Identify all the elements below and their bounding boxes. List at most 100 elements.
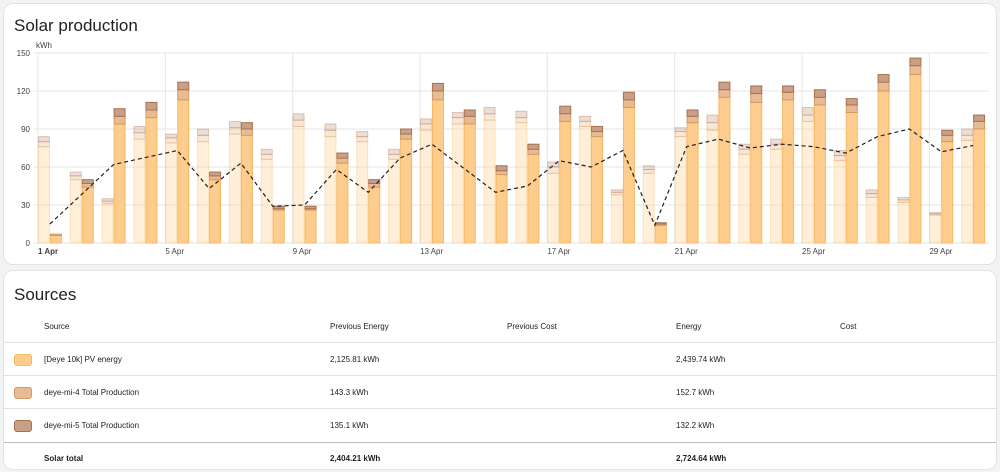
y-tick-label: 150 bbox=[17, 49, 31, 58]
current-period-bar bbox=[845, 104, 858, 114]
previous-period-bar bbox=[388, 148, 401, 155]
current-period-bar bbox=[400, 138, 413, 244]
previous-period-bar bbox=[897, 196, 910, 201]
current-period-bar bbox=[782, 99, 795, 244]
y-tick-label: 90 bbox=[21, 125, 30, 134]
previous-period-bar bbox=[706, 129, 719, 244]
current-period-bar bbox=[49, 234, 62, 244]
current-period-bar bbox=[750, 101, 763, 244]
current-period-bar bbox=[686, 109, 699, 117]
previous-period-bar bbox=[579, 120, 592, 127]
previous-period-bar bbox=[929, 212, 942, 215]
current-period-bar bbox=[177, 89, 190, 101]
previous-period-bar bbox=[738, 148, 751, 155]
previous-period-bar bbox=[770, 138, 783, 145]
current-period-bar bbox=[527, 143, 540, 150]
column-header-cost[interactable]: Cost bbox=[840, 322, 857, 331]
previous-period-bar bbox=[610, 194, 623, 244]
current-period-bar bbox=[941, 129, 954, 136]
previous-period-bar bbox=[610, 191, 623, 196]
source-name: deye-mi-5 Total Production bbox=[44, 421, 140, 430]
previous-period-bar bbox=[419, 118, 432, 125]
series-color-swatch bbox=[14, 420, 32, 432]
table-row[interactable]: deye-mi-4 Total Production 143.3 kWh 152… bbox=[4, 377, 996, 409]
previous-period-bar bbox=[69, 175, 82, 181]
previous-period-bar bbox=[133, 125, 146, 134]
previous-period-bar bbox=[356, 131, 369, 138]
current-period-bar bbox=[750, 85, 763, 95]
previous-period-bar bbox=[228, 120, 241, 129]
energy-value: 2,439.74 kWh bbox=[676, 355, 726, 364]
previous-period-bar bbox=[133, 138, 146, 244]
previous-period-bar bbox=[547, 172, 560, 244]
current-period-bar bbox=[973, 128, 986, 244]
current-period-bar bbox=[113, 108, 126, 117]
previous-period-bar bbox=[547, 161, 560, 168]
current-period-bar bbox=[941, 134, 954, 143]
current-period-bar bbox=[368, 186, 381, 244]
previous-period-bar bbox=[515, 110, 528, 119]
column-header-source[interactable]: Source bbox=[44, 322, 70, 331]
previous-period-bar bbox=[451, 112, 464, 119]
table-row[interactable]: [Deye 10k] PV energy 2,125.81 kWh 2,439.… bbox=[4, 344, 996, 376]
current-period-bar bbox=[718, 96, 731, 244]
previous-period-bar bbox=[419, 129, 432, 244]
current-period-bar bbox=[686, 115, 699, 124]
x-tick-label: 17 Apr bbox=[547, 247, 570, 256]
previous-period-bar bbox=[801, 114, 814, 122]
previous-period-bar bbox=[388, 153, 401, 160]
column-header-previous-cost[interactable]: Previous Cost bbox=[507, 322, 557, 331]
current-period-bar bbox=[909, 65, 922, 76]
previous-period-bar bbox=[197, 128, 210, 136]
current-period-bar bbox=[622, 106, 635, 244]
current-period-bar bbox=[336, 162, 349, 244]
previous-period-bar bbox=[324, 136, 337, 244]
table-row[interactable]: deye-mi-5 Total Production 135.1 kWh 132… bbox=[4, 410, 996, 442]
previous-period-bar bbox=[642, 172, 655, 244]
current-period-bar bbox=[463, 109, 476, 117]
previous-energy-value: 2,125.81 kWh bbox=[330, 355, 380, 364]
current-period-bar bbox=[622, 91, 635, 101]
current-period-bar bbox=[400, 133, 413, 140]
y-tick-label: 30 bbox=[21, 201, 30, 210]
previous-period-bar bbox=[706, 122, 719, 131]
current-period-bar bbox=[336, 157, 349, 164]
previous-period-bar bbox=[324, 129, 337, 138]
previous-period-bar bbox=[865, 196, 878, 244]
previous-period-bar bbox=[706, 114, 719, 124]
current-period-bar bbox=[813, 104, 826, 244]
previous-energy-value: 143.3 kWh bbox=[330, 388, 369, 397]
previous-period-bar bbox=[324, 123, 337, 131]
series-color-swatch bbox=[14, 387, 32, 399]
previous-period-bar bbox=[69, 171, 82, 177]
previous-period-bar bbox=[674, 131, 687, 138]
current-period-bar bbox=[177, 99, 190, 244]
x-tick-label: 13 Apr bbox=[420, 247, 443, 256]
current-period-bar bbox=[845, 112, 858, 244]
previous-period-bar bbox=[292, 125, 305, 244]
current-period-bar bbox=[591, 131, 604, 138]
previous-period-bar bbox=[483, 119, 496, 244]
previous-period-bar bbox=[865, 189, 878, 195]
previous-period-bar bbox=[133, 132, 146, 140]
energy-chart[interactable]: 0 30 60 90 120 150 kWh 1 Apr 5 Apr 9 Apr 13 Apr 17 … bbox=[4, 4, 996, 264]
current-period-bar bbox=[113, 115, 126, 125]
current-period-bar bbox=[240, 122, 253, 130]
previous-period-bar bbox=[674, 127, 687, 133]
previous-period-bar bbox=[165, 142, 178, 244]
current-period-bar bbox=[81, 179, 94, 184]
previous-period-bar bbox=[961, 128, 974, 136]
previous-period-bar bbox=[165, 137, 178, 144]
x-tick-label: 1 Apr bbox=[38, 247, 58, 256]
current-period-bar bbox=[845, 98, 858, 106]
current-period-bar bbox=[909, 57, 922, 67]
previous-period-bar bbox=[929, 214, 942, 244]
current-period-bar bbox=[782, 85, 795, 93]
current-period-bar bbox=[272, 209, 285, 244]
x-tick-label: 25 Apr bbox=[802, 247, 825, 256]
column-header-previous-energy[interactable]: Previous Energy bbox=[330, 322, 389, 331]
previous-period-bar bbox=[801, 120, 814, 244]
current-period-bar bbox=[973, 120, 986, 130]
column-header-energy[interactable]: Energy bbox=[676, 322, 702, 331]
previous-period-bar bbox=[101, 203, 114, 244]
